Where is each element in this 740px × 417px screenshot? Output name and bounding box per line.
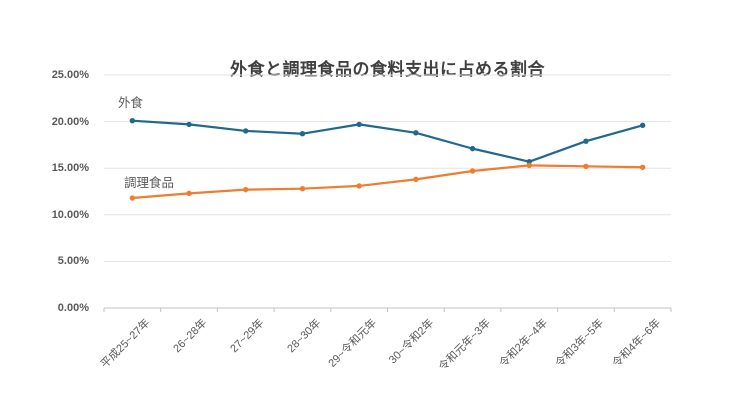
data-point-series-1 <box>243 186 249 193</box>
data-point-series-0 <box>356 121 362 128</box>
data-point-series-1 <box>413 176 419 183</box>
series-line-1 <box>131 164 644 200</box>
y-axis-label: 25.00% <box>51 69 89 81</box>
y-axis-label: 5.00% <box>57 255 89 268</box>
data-point-series-0 <box>129 117 136 124</box>
data-point-series-0 <box>243 128 249 134</box>
data-point-series-0 <box>639 122 646 129</box>
data-point-series-0 <box>299 131 306 137</box>
data-point-series-0 <box>413 130 419 136</box>
y-axis-label: 10.00% <box>51 208 89 221</box>
data-point-series-0 <box>469 145 476 152</box>
data-point-series-1 <box>356 183 362 189</box>
series-label-eating-out: 外食 <box>118 96 144 110</box>
data-point-series-1 <box>639 164 646 170</box>
data-point-series-1 <box>583 163 589 170</box>
data-point-series-0 <box>583 138 589 144</box>
y-axis-label: 15.00% <box>51 162 89 175</box>
series-line-0 <box>131 119 644 163</box>
y-axis-label: 0.00% <box>57 302 89 314</box>
y-axis-label: 20.00% <box>51 115 89 128</box>
data-point-series-0 <box>526 158 532 165</box>
series-label-prepared-foods: 調理食品 <box>124 176 175 190</box>
data-point-series-1 <box>186 190 192 197</box>
data-point-series-1 <box>469 168 476 174</box>
data-point-series-0 <box>186 121 192 128</box>
data-point-series-1 <box>526 162 532 169</box>
data-point-series-1 <box>299 186 306 192</box>
chart-title: 外食と調理食品の食料支出に占める割合 <box>230 60 545 79</box>
data-point-series-1 <box>129 195 136 201</box>
